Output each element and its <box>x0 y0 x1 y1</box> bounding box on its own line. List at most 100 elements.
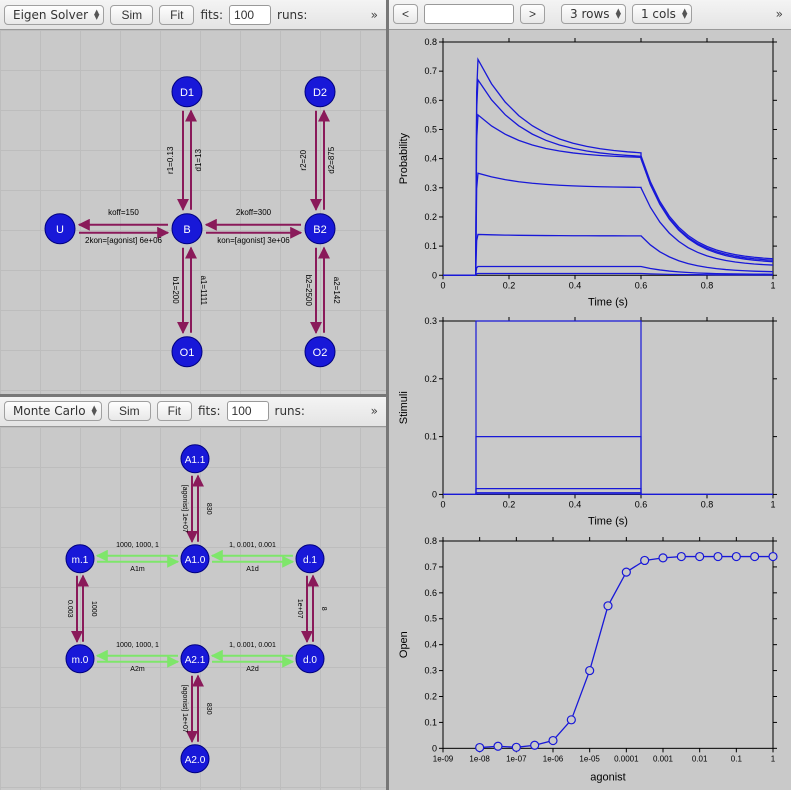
svg-text:0: 0 <box>432 490 437 500</box>
svg-text:1: 1 <box>770 280 775 290</box>
svg-text:0.1: 0.1 <box>424 241 437 251</box>
svg-text:A2.0: A2.0 <box>185 754 206 765</box>
svg-text:0.1: 0.1 <box>424 717 437 727</box>
svg-text:0.3: 0.3 <box>424 665 437 675</box>
svg-text:1000, 1000, 1: 1000, 1000, 1 <box>116 541 159 548</box>
svg-text:0.6: 0.6 <box>424 588 437 598</box>
sim-button-top[interactable]: Sim <box>110 5 153 25</box>
solver-select-bottom-label: Monte Carlo <box>13 404 86 418</box>
svg-text:0.8: 0.8 <box>424 37 437 47</box>
svg-text:a1=1111: a1=1111 <box>199 275 208 305</box>
solver-select-top[interactable]: Eigen Solver ▲▼ <box>4 5 104 25</box>
fit-button-top[interactable]: Fit <box>159 5 194 25</box>
svg-text:0.8: 0.8 <box>424 536 437 546</box>
runs-label-bottom: runs: <box>275 404 305 418</box>
solver-select-top-label: Eigen Solver <box>13 8 88 22</box>
svg-text:0: 0 <box>432 743 437 753</box>
bottom-diagram-panel[interactable]: 0.00310001e+078[agonist] 1e+07830[agonis… <box>0 427 386 790</box>
expand-icon[interactable]: » <box>772 7 787 21</box>
svg-text:Stimuli: Stimuli <box>398 391 410 424</box>
probability-plot[interactable]: 00.10.20.30.40.50.60.70.800.20.40.60.81T… <box>395 34 785 309</box>
svg-text:1000: 1000 <box>90 600 97 616</box>
svg-text:O2: O2 <box>313 347 328 359</box>
svg-text:d2=875: d2=875 <box>327 146 336 173</box>
svg-text:0.4: 0.4 <box>424 154 437 164</box>
svg-text:0.0001: 0.0001 <box>614 754 639 763</box>
svg-text:r2=20: r2=20 <box>299 149 308 170</box>
svg-text:0.3: 0.3 <box>424 316 437 326</box>
svg-text:B2: B2 <box>313 224 326 236</box>
cols-select-label: 1 cols <box>641 7 676 21</box>
svg-text:0.1: 0.1 <box>731 754 743 763</box>
svg-text:1: 1 <box>770 500 775 510</box>
svg-text:0: 0 <box>440 280 445 290</box>
bottom-toolbar: Monte Carlo ▲▼ Sim Fit fits: runs: » <box>0 397 386 427</box>
chevron-updown-icon: ▲▼ <box>682 9 687 19</box>
top-toolbar: Eigen Solver ▲▼ Sim Fit fits: runs: » <box>0 0 386 30</box>
svg-text:0: 0 <box>432 270 437 280</box>
svg-text:B: B <box>183 224 190 236</box>
svg-text:kon=[agonist] 3e+06: kon=[agonist] 3e+06 <box>217 236 290 245</box>
svg-text:A1d: A1d <box>246 565 259 572</box>
svg-text:O1: O1 <box>180 347 195 359</box>
svg-text:[agonist] 1e+07: [agonist] 1e+07 <box>181 684 188 732</box>
rows-select-label: 3 rows <box>570 7 610 21</box>
rows-select[interactable]: 3 rows ▲▼ <box>561 4 626 24</box>
next-button[interactable]: > <box>520 4 545 24</box>
svg-text:1e+07: 1e+07 <box>296 598 303 618</box>
svg-text:830: 830 <box>205 502 212 514</box>
svg-text:m.0: m.0 <box>72 654 89 665</box>
svg-text:d1=13: d1=13 <box>194 148 203 171</box>
svg-text:2kon=[agonist] 6e+06: 2kon=[agonist] 6e+06 <box>85 236 163 245</box>
svg-text:0.2: 0.2 <box>424 212 437 222</box>
expand-icon[interactable]: » <box>367 404 382 418</box>
cols-select[interactable]: 1 cols ▲▼ <box>632 4 692 24</box>
svg-text:1, 0.001, 0.001: 1, 0.001, 0.001 <box>229 541 276 548</box>
svg-text:0.003: 0.003 <box>66 599 73 617</box>
chevron-updown-icon: ▲▼ <box>616 9 621 19</box>
svg-text:A2d: A2d <box>246 665 259 672</box>
svg-text:0.7: 0.7 <box>424 66 437 76</box>
svg-text:A2m: A2m <box>130 665 145 672</box>
svg-text:agonist: agonist <box>590 771 625 783</box>
svg-text:0.01: 0.01 <box>692 754 708 763</box>
svg-text:A1.0: A1.0 <box>185 554 206 565</box>
solver-select-bottom[interactable]: Monte Carlo ▲▼ <box>4 401 102 421</box>
svg-text:830: 830 <box>205 702 212 714</box>
stimuli-plot[interactable]: 00.10.20.300.20.40.60.81Time (s)Stimuli <box>395 313 785 528</box>
svg-text:0.6: 0.6 <box>635 280 648 290</box>
svg-text:Probability: Probability <box>398 132 410 184</box>
fit-button-bottom[interactable]: Fit <box>157 401 192 421</box>
svg-text:koff=150: koff=150 <box>108 208 139 217</box>
svg-text:0.2: 0.2 <box>424 374 437 384</box>
svg-text:A1.1: A1.1 <box>185 454 206 465</box>
expand-icon[interactable]: » <box>367 8 382 22</box>
top-diagram-panel[interactable]: 2kon=[agonist] 6e+06 koff=150 kon=[agonist… <box>0 30 386 394</box>
plots-container: 00.10.20.30.40.50.60.70.800.20.40.60.81T… <box>389 30 791 790</box>
svg-text:1e-06: 1e-06 <box>543 754 564 763</box>
sim-button-bottom[interactable]: Sim <box>108 401 151 421</box>
svg-text:b1=200: b1=200 <box>171 277 180 304</box>
fits-input-top[interactable] <box>229 5 271 25</box>
svg-text:Time (s): Time (s) <box>588 516 628 528</box>
chevron-updown-icon: ▲▼ <box>94 10 99 20</box>
svg-text:0.3: 0.3 <box>424 183 437 193</box>
svg-text:a2=142: a2=142 <box>332 277 341 304</box>
svg-text:0.2: 0.2 <box>424 691 437 701</box>
fits-input-bottom[interactable] <box>227 401 269 421</box>
svg-text:[agonist] 1e+07: [agonist] 1e+07 <box>181 484 188 532</box>
svg-text:0.6: 0.6 <box>424 95 437 105</box>
svg-text:0.8: 0.8 <box>701 280 714 290</box>
svg-text:1e-05: 1e-05 <box>579 754 600 763</box>
index-input[interactable] <box>424 4 514 24</box>
svg-text:0.6: 0.6 <box>635 500 648 510</box>
svg-text:b2=2500: b2=2500 <box>304 275 313 307</box>
svg-text:1e-07: 1e-07 <box>506 754 527 763</box>
svg-text:0.001: 0.001 <box>653 754 674 763</box>
svg-text:Open: Open <box>398 631 410 658</box>
svg-text:d.0: d.0 <box>303 654 317 665</box>
svg-text:2koff=300: 2koff=300 <box>236 208 272 217</box>
open-plot[interactable]: 00.10.20.30.40.50.60.70.81e-091e-081e-07… <box>395 533 785 784</box>
prev-button[interactable]: < <box>393 4 418 24</box>
svg-text:0.4: 0.4 <box>424 639 437 649</box>
